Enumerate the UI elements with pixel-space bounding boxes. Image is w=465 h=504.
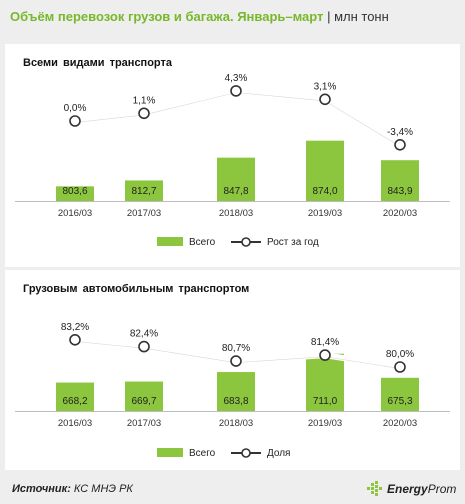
bar-value-label: 812,7 xyxy=(131,186,156,197)
panel-title: Всеми видами транспорта xyxy=(23,57,172,69)
line-value-label: 82,4% xyxy=(130,329,158,340)
x-tick-label: 2020/03 xyxy=(383,418,417,429)
legend-swatch-marker xyxy=(241,237,251,247)
line-value-label: 81,4% xyxy=(311,337,339,348)
bar-2019/03 xyxy=(306,140,344,201)
line-value-label: -3,4% xyxy=(387,127,413,138)
line-shadow xyxy=(74,92,401,147)
bar-2017/03 xyxy=(125,381,163,411)
line-value-label: 3,1% xyxy=(314,81,337,92)
bar-value-label: 669,7 xyxy=(131,396,156,407)
bar-2019/03 xyxy=(306,353,344,411)
bar-2016/03 xyxy=(56,186,94,201)
line-point xyxy=(230,85,242,97)
panel-road-transport: Грузовым автомобильным транспортом 668,2… xyxy=(5,270,460,470)
line-value-label: 4,3% xyxy=(225,73,248,84)
line-value-label: 80,0% xyxy=(386,349,414,360)
chart-road-transport: 668,2 669,7 683,8 711,0 675,3 2016/03 2017/03 2… xyxy=(15,322,450,459)
source-value: КС МНЭ РК xyxy=(73,483,133,495)
line-halo xyxy=(74,87,402,148)
legend-label-line: Доля xyxy=(267,448,290,459)
x-tick-label: 2018/03 xyxy=(219,418,253,429)
x-tick-label: 2018/03 xyxy=(219,208,253,219)
chart-header: Объём перевозок грузов и багажа. Январь–… xyxy=(10,9,389,24)
bar-value-label: 847,8 xyxy=(223,186,248,197)
x-tick-label: 2019/03 xyxy=(308,418,342,429)
line-value-label: 83,2% xyxy=(61,322,89,333)
chart-unit: млн тонн xyxy=(334,9,389,24)
legend-swatch-bars xyxy=(157,448,183,457)
energyprom-logo: EnergyProm xyxy=(365,479,457,499)
bar-value-label: 874,0 xyxy=(312,186,337,197)
legend-label-line: Рост за год xyxy=(267,237,319,248)
chart-title: Объём перевозок грузов и багажа. Январь–… xyxy=(10,9,324,24)
source-label: Источник: xyxy=(12,483,71,495)
bar-value-label: 803,6 xyxy=(62,186,87,197)
x-tick-label: 2019/03 xyxy=(308,208,342,219)
logo-text: EnergyProm xyxy=(387,482,457,496)
line-point xyxy=(69,115,81,127)
line-value-label: 0,0% xyxy=(64,103,87,114)
source-note: Источник: КС МНЭ РК xyxy=(12,483,133,495)
x-tick-label: 2016/03 xyxy=(58,208,92,219)
panel-all-transport: Всеми видами транспорта 803,6 812,7 847,8 8… xyxy=(5,44,460,267)
line-value-label: 80,7% xyxy=(222,343,250,354)
bar-value-label: 843,9 xyxy=(387,186,412,197)
legend-label-bars: Всего xyxy=(189,448,216,459)
footer: Источник: КС МНЭ РК EnergyProm xyxy=(0,473,465,503)
legend-label-bars: Всего xyxy=(189,237,216,248)
line-point xyxy=(394,139,406,151)
bar-value-label: 711,0 xyxy=(313,396,338,407)
panel-title: Грузовым автомобильным транспортом xyxy=(23,283,250,295)
bar-2020/03 xyxy=(381,377,419,411)
x-tick-label: 2017/03 xyxy=(127,208,161,219)
legend-swatch-bars xyxy=(157,237,183,246)
title-separator: | xyxy=(327,9,331,24)
bar-2020/03 xyxy=(381,160,419,201)
line-point xyxy=(394,361,406,373)
x-tick-label: 2016/03 xyxy=(58,418,92,429)
legend-swatch-marker xyxy=(241,448,251,458)
chart-all-transport: 803,6 812,7 847,8 874,0 843,9 2016/03 2017/03 2… xyxy=(15,73,450,248)
bar-2018/03 xyxy=(217,372,255,411)
bar-value-label: 668,2 xyxy=(62,396,87,407)
bar-2016/03 xyxy=(56,382,94,411)
bar-2017/03 xyxy=(125,180,163,201)
bar-value-label: 675,3 xyxy=(387,396,412,407)
line-point xyxy=(319,349,331,361)
bar-2018/03 xyxy=(217,157,255,201)
line-value-label: 1,1% xyxy=(133,95,156,106)
line-point xyxy=(138,340,150,353)
line-point xyxy=(69,334,81,346)
bar-value-label: 683,8 xyxy=(223,396,248,407)
logo-icon xyxy=(367,481,382,496)
line-point xyxy=(138,107,150,120)
x-tick-label: 2020/03 xyxy=(383,208,417,219)
x-tick-label: 2017/03 xyxy=(127,418,161,429)
line-point xyxy=(230,355,242,367)
line-point xyxy=(319,93,331,106)
